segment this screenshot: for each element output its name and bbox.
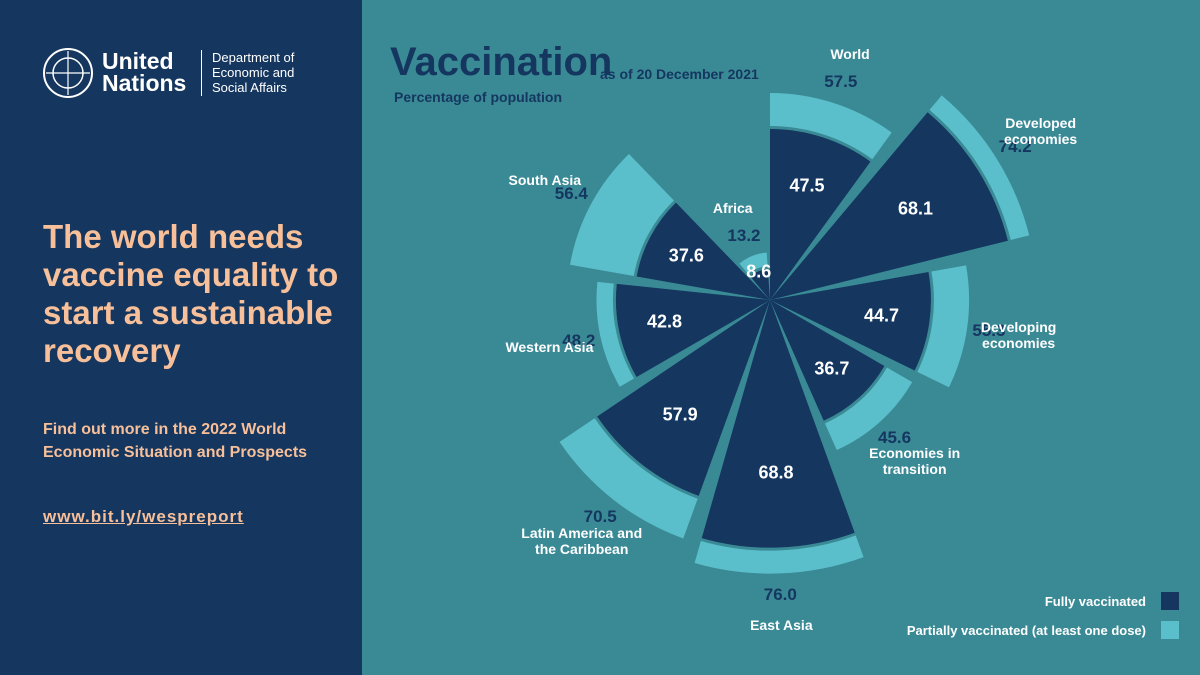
inner-value: 44.7 (864, 305, 900, 326)
full-wedge (770, 129, 871, 300)
partial-band (570, 153, 674, 276)
full-wedge (770, 272, 931, 371)
chart-panel: Vaccination as of 20 December 2021 Perce… (362, 0, 1200, 675)
chart: Fully vaccinated Partially vaccinated (at… (559, 93, 1179, 639)
inner-value: 8.6 (746, 261, 772, 282)
inner-value: 68.1 (898, 198, 934, 219)
partial-band (694, 535, 864, 574)
full-wedge (750, 269, 770, 300)
category-label: Developed economies (1004, 114, 1078, 147)
legend-label: Fully vaccinated (1045, 594, 1146, 609)
outer-value: 13.2 (727, 225, 761, 245)
partial-band (559, 418, 698, 539)
partial-band (917, 265, 970, 388)
inner-value: 36.7 (814, 358, 850, 379)
category-label: Developing economies (980, 318, 1057, 351)
full-wedge (770, 112, 1008, 301)
outer-value: 74.2 (998, 136, 1032, 156)
inner-value: 68.8 (758, 462, 794, 483)
link[interactable]: www.bit.ly/wespreport (43, 507, 244, 526)
un-emblem (43, 48, 93, 98)
legend-swatch (1161, 621, 1179, 639)
outer-value: 48.2 (562, 330, 596, 350)
category-label: World (830, 45, 870, 62)
full-wedge (636, 202, 770, 300)
legend-label: Partially vaccinated (at least one dose) (907, 623, 1146, 638)
note: Find out more in the 2022 World Economic… (43, 421, 308, 461)
axis-label: Percentage of population (394, 89, 563, 105)
partial-band (824, 367, 913, 450)
full-wedge (770, 300, 885, 421)
outer-value: 56.4 (554, 184, 588, 204)
category-label: Economies in transition (869, 444, 961, 477)
side-panel: United Nations Department of Economic an… (0, 0, 362, 675)
inner-value: 37.6 (668, 245, 704, 266)
full-wedge (615, 283, 770, 378)
category-label: Africa (712, 199, 753, 216)
partial-band (770, 93, 892, 160)
outer-value: 70.5 (583, 507, 617, 527)
partial-band (739, 252, 768, 274)
headline: The world needs vaccine equality to star… (43, 218, 339, 369)
divider (201, 50, 202, 96)
legend-swatch (1161, 592, 1179, 610)
inner-value: 47.5 (789, 175, 825, 196)
outer-value: 76.0 (763, 585, 797, 605)
category-label: East Asia (750, 617, 813, 634)
department: Department of Economic and Social Affair… (212, 50, 295, 95)
partial-band (929, 95, 1030, 240)
chart-title: Vaccination (390, 40, 613, 84)
category-label: Latin America and the Caribbean (521, 524, 643, 557)
category-label: Western Asia (505, 338, 594, 355)
outer-value: 45.6 (878, 428, 912, 448)
outer-value: 57.5 (824, 72, 858, 92)
outer-value: 55.3 (972, 320, 1006, 340)
org-name: United Nations (102, 48, 187, 96)
inner-value: 57.9 (662, 404, 698, 425)
full-wedge (597, 300, 770, 496)
partial-band (596, 281, 634, 387)
category-label: South Asia (508, 172, 582, 189)
inner-value: 42.8 (646, 311, 683, 332)
chart-subtitle: as of 20 December 2021 (600, 66, 759, 82)
full-wedge (701, 300, 855, 548)
